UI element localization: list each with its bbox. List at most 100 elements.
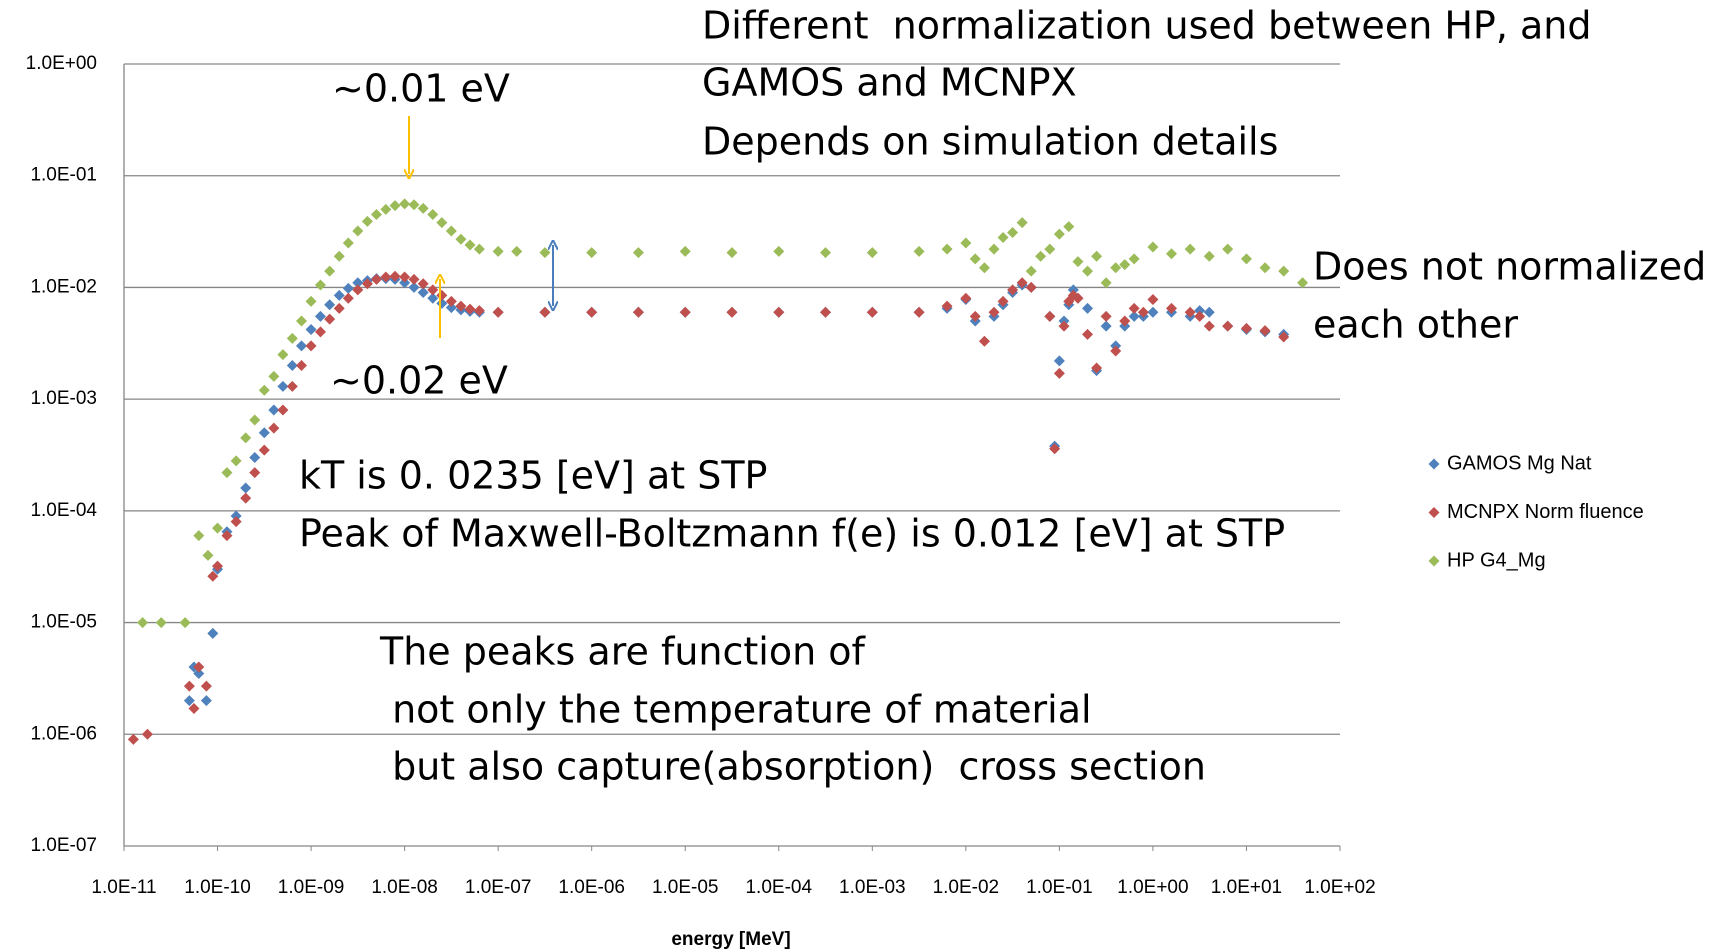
data-point (258, 444, 270, 456)
data-point (511, 245, 523, 257)
x-axis-label: energy [MeV] (671, 929, 790, 950)
legend-label: GAMOS Mg Nat (1447, 452, 1592, 474)
data-point (389, 270, 401, 282)
data-point (141, 728, 153, 740)
data-point (960, 292, 972, 304)
data-point (258, 427, 270, 439)
data-point (1166, 248, 1178, 260)
data-point (436, 289, 448, 301)
data-point (240, 432, 252, 444)
data-point (230, 455, 242, 467)
data-point (212, 560, 224, 572)
grid (123, 63, 1341, 851)
data-point (202, 549, 214, 561)
x-tick-label: 1.0E-02 (933, 877, 1000, 898)
data-point (417, 287, 429, 299)
data-point (230, 516, 242, 528)
data-point (240, 492, 252, 504)
data-point (988, 306, 1000, 318)
data-point (240, 482, 252, 494)
x-tick-label: 1.0E-05 (652, 877, 719, 898)
data-point (820, 306, 832, 318)
data-point (820, 247, 832, 259)
data-point (286, 332, 298, 344)
data-point (1025, 281, 1037, 293)
data-point (1203, 250, 1215, 262)
data-point (1100, 277, 1112, 289)
data-point (127, 733, 139, 745)
data-point (370, 273, 382, 285)
data-point (1053, 367, 1065, 379)
data-point (1128, 310, 1140, 322)
data-point (249, 414, 261, 426)
data-point (286, 380, 298, 392)
data-point (333, 250, 345, 262)
y-tick-label: 1.0E+00 (26, 53, 97, 74)
data-point (1044, 310, 1056, 322)
data-point (200, 680, 212, 692)
x-tick-label: 1.0E-09 (278, 877, 345, 898)
data-point (969, 253, 981, 265)
data-point (399, 277, 411, 289)
data-point (464, 239, 476, 251)
data-point (1184, 306, 1196, 318)
data-point (1053, 228, 1065, 240)
data-point (632, 247, 644, 259)
data-point (941, 243, 953, 255)
data-point (539, 306, 551, 318)
data-point (978, 335, 990, 347)
annotation: but also capture(absorption) cross secti… (380, 745, 1206, 789)
data-point (1259, 325, 1271, 337)
data-point (183, 680, 195, 692)
marks (127, 198, 1309, 745)
data-point (539, 247, 551, 259)
annotation: each other (1313, 303, 1518, 347)
data-point (1259, 262, 1271, 274)
data-point (1058, 320, 1070, 332)
data-point (679, 306, 691, 318)
data-point (1166, 302, 1178, 314)
data-point (286, 360, 298, 372)
data-point (632, 306, 644, 318)
data-point (464, 303, 476, 315)
data-point (342, 292, 354, 304)
data-point (866, 306, 878, 318)
data-point (1194, 305, 1206, 317)
data-point (1091, 250, 1103, 262)
data-point (1100, 310, 1112, 322)
data-point (207, 570, 219, 582)
data-point (1203, 306, 1215, 318)
data-point (1044, 243, 1056, 255)
data-point (1016, 277, 1028, 289)
data-point (1222, 243, 1234, 255)
x-tick-label: 1.0E-01 (1026, 877, 1093, 898)
data-point (324, 265, 336, 277)
data-point (370, 208, 382, 220)
data-point (249, 467, 261, 479)
data-point (361, 278, 373, 290)
data-point (314, 326, 326, 338)
data-point (380, 203, 392, 215)
legend-marker (1428, 507, 1440, 518)
data-point (455, 300, 467, 312)
data-point (1110, 345, 1122, 357)
data-point (1007, 284, 1019, 296)
data-point (913, 306, 925, 318)
data-point (1091, 362, 1103, 374)
data-point (333, 302, 345, 314)
annotation: The peaks are function of (379, 630, 867, 674)
x-tick-label: 1.0E-06 (558, 877, 625, 898)
data-point (492, 306, 504, 318)
data-point (1110, 262, 1122, 274)
data-point (417, 202, 429, 214)
data-point (324, 313, 336, 325)
data-point (941, 300, 953, 312)
data-point (305, 324, 317, 336)
data-point (408, 281, 420, 293)
data-point (1278, 265, 1290, 277)
annotation: kT is 0. 0235 [eV] at STP (299, 454, 767, 498)
annotation: GAMOS and MCNPX (702, 61, 1077, 105)
data-point (1222, 320, 1234, 332)
data-point (1082, 328, 1094, 340)
